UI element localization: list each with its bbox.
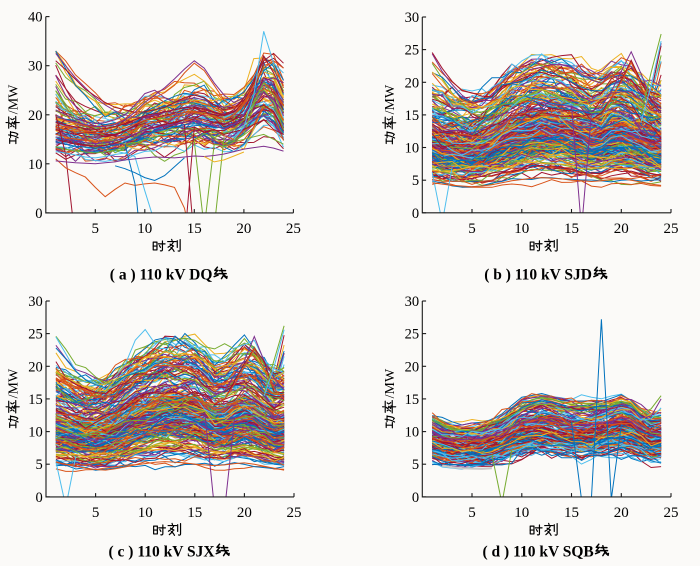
svg-text:5: 5 — [92, 221, 100, 237]
svg-text:5: 5 — [412, 457, 419, 473]
svg-text:25: 25 — [405, 43, 420, 59]
svg-text:25: 25 — [287, 505, 302, 521]
svg-text:15: 15 — [564, 221, 579, 237]
svg-text:10: 10 — [28, 157, 43, 173]
svg-text:15: 15 — [405, 392, 420, 408]
svg-text:15: 15 — [564, 505, 579, 521]
svg-text:10: 10 — [405, 141, 420, 157]
svg-text:10: 10 — [137, 221, 152, 237]
svg-text:20: 20 — [236, 221, 251, 237]
svg-text:25: 25 — [405, 327, 420, 343]
svg-text:10: 10 — [514, 505, 529, 521]
svg-text:20: 20 — [28, 359, 43, 375]
svg-text:25: 25 — [664, 221, 679, 237]
svg-text:5: 5 — [468, 505, 476, 521]
svg-text:0: 0 — [412, 490, 419, 506]
svg-text:25: 25 — [286, 221, 301, 237]
svg-text:0: 0 — [412, 206, 419, 222]
svg-text:15: 15 — [28, 392, 43, 408]
svg-text:10: 10 — [138, 505, 153, 521]
svg-text:30: 30 — [28, 294, 43, 310]
svg-text:20: 20 — [614, 505, 629, 521]
svg-text:20: 20 — [28, 108, 43, 124]
svg-text:30: 30 — [405, 294, 420, 310]
svg-text:0: 0 — [35, 206, 42, 222]
svg-text:30: 30 — [28, 59, 43, 75]
svg-text:( b ) 110 kV SJD: ( b ) 110 kV SJD — [484, 267, 592, 284]
svg-text:20: 20 — [614, 221, 629, 237]
svg-text:25: 25 — [664, 505, 679, 521]
svg-text:( c ) 110 kV SJX: ( c ) 110 kV SJX — [109, 544, 216, 561]
svg-text:20: 20 — [237, 505, 252, 521]
svg-text:/MW: /MW — [383, 84, 398, 114]
svg-text:5: 5 — [92, 505, 100, 521]
svg-text:5: 5 — [468, 221, 476, 237]
svg-text:15: 15 — [187, 505, 202, 521]
svg-text:10: 10 — [28, 425, 43, 441]
svg-text:40: 40 — [28, 10, 43, 26]
svg-text:10: 10 — [405, 425, 420, 441]
svg-text:15: 15 — [187, 221, 202, 237]
svg-text:5: 5 — [36, 457, 43, 473]
svg-text:( d ) 110 kV SQB: ( d ) 110 kV SQB — [483, 544, 594, 561]
svg-text:15: 15 — [405, 108, 420, 124]
svg-text:0: 0 — [36, 490, 43, 506]
svg-text:/MW: /MW — [7, 368, 22, 398]
svg-text:20: 20 — [405, 359, 420, 375]
svg-text:25: 25 — [28, 327, 43, 343]
svg-text:20: 20 — [405, 75, 420, 91]
svg-text:30: 30 — [405, 10, 420, 26]
svg-text:( a ) 110 kV DQ: ( a ) 110 kV DQ — [110, 267, 213, 284]
svg-text:5: 5 — [412, 173, 419, 189]
svg-text:/MW: /MW — [7, 84, 22, 114]
svg-text:10: 10 — [514, 221, 529, 237]
svg-text:/MW: /MW — [383, 368, 398, 398]
